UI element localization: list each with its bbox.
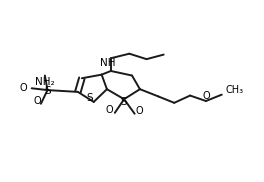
Text: O: O <box>33 96 41 106</box>
Text: O: O <box>105 105 113 115</box>
Text: S: S <box>44 86 51 96</box>
Text: O: O <box>136 106 143 116</box>
Text: O: O <box>20 83 27 93</box>
Text: O: O <box>202 91 210 101</box>
Text: S: S <box>121 97 128 107</box>
Text: CH₃: CH₃ <box>226 85 244 95</box>
Text: NH: NH <box>100 58 116 68</box>
Text: NH₂: NH₂ <box>35 76 55 86</box>
Text: S: S <box>86 93 93 103</box>
